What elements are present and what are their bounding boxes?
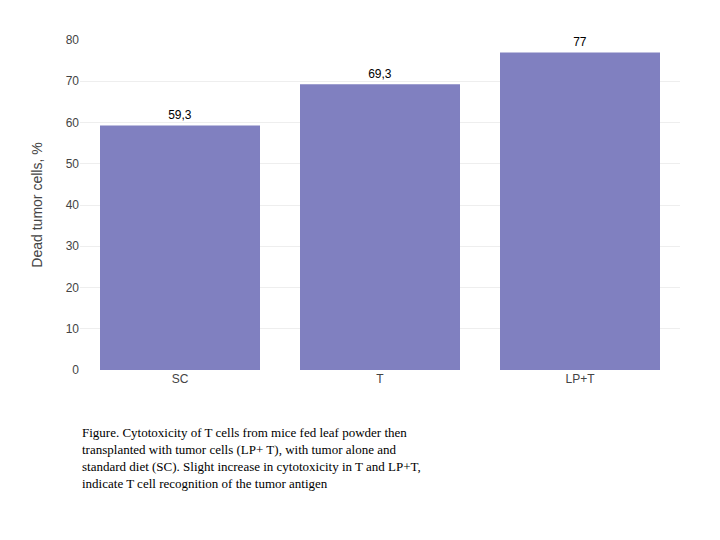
svg-text:SC: SC xyxy=(172,372,189,386)
svg-text:70: 70 xyxy=(66,74,80,88)
svg-text:T: T xyxy=(376,372,384,386)
svg-text:Dead tumor cells, %: Dead tumor cells, % xyxy=(29,142,45,267)
svg-text:80: 80 xyxy=(66,33,80,47)
svg-text:59,3: 59,3 xyxy=(168,108,192,122)
svg-text:77: 77 xyxy=(573,35,587,49)
svg-text:Figure. Cytotoxicity of T cell: Figure. Cytotoxicity of T cells from mic… xyxy=(82,425,421,491)
svg-text:20: 20 xyxy=(66,281,80,295)
svg-text:10: 10 xyxy=(66,322,80,336)
svg-text:60: 60 xyxy=(66,116,80,130)
svg-text:40: 40 xyxy=(66,198,80,212)
svg-text:0: 0 xyxy=(72,363,79,377)
svg-text:30: 30 xyxy=(66,239,80,253)
svg-text:50: 50 xyxy=(66,157,80,171)
svg-text:69,3: 69,3 xyxy=(368,67,392,81)
svg-text:LP+T: LP+T xyxy=(565,372,595,386)
